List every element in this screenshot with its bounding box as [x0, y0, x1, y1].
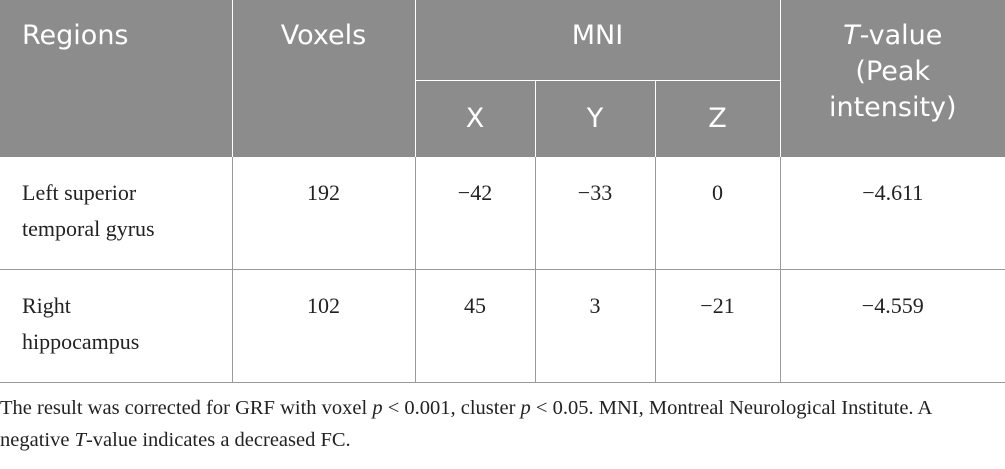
- footnote: The result was corrected for GRF with vo…: [0, 383, 954, 456]
- region-cell: Left superior temporal gyrus: [0, 157, 232, 270]
- value-cell: −33: [534, 157, 655, 270]
- value-cell: 102: [231, 269, 415, 383]
- header-text: -value (Peak intensity): [828, 20, 957, 123]
- footnote-text: p: [520, 397, 531, 419]
- value-cell: 45: [414, 269, 535, 383]
- footnote-text: T: [74, 429, 86, 451]
- subheader-cell: Y: [534, 80, 655, 157]
- footnote-text: < 0.05. MNI, Montreal Neurological Insti…: [0, 397, 932, 451]
- region-cell: Right hippocampus: [0, 269, 232, 383]
- table-row: Right hippocampus 102 45 3 −21 −4.559: [0, 269, 1005, 383]
- header-cell: T-value (Peak intensity): [779, 0, 1005, 157]
- header-italic: T: [843, 20, 860, 51]
- header-cell: Voxels: [231, 0, 415, 157]
- subheader-cell: Z: [654, 80, 780, 157]
- footnote-text: p: [372, 397, 383, 419]
- subheader-cell: X: [414, 80, 535, 157]
- footnote-text: < 0.001, cluster: [382, 397, 521, 419]
- table-row: Left superior temporal gyrus 192 −42 −33 0 −4…: [0, 157, 1005, 270]
- value-cell: −21: [654, 269, 780, 383]
- results-table: Regions Voxels MNI T-value (Peak intensi…: [0, 0, 1005, 383]
- value-cell: −4.559: [779, 269, 1005, 383]
- header-cell: MNI: [414, 0, 780, 81]
- value-cell: −4.611: [779, 157, 1005, 270]
- header-cell: Regions: [0, 0, 232, 157]
- value-cell: −42: [414, 157, 535, 270]
- footnote-text: The result was corrected for GRF with vo…: [0, 397, 373, 419]
- value-cell: 0: [654, 157, 780, 270]
- value-cell: 192: [231, 157, 415, 270]
- footnote-text: -value indicates a decreased FC.: [85, 429, 351, 451]
- value-cell: 3: [534, 269, 655, 383]
